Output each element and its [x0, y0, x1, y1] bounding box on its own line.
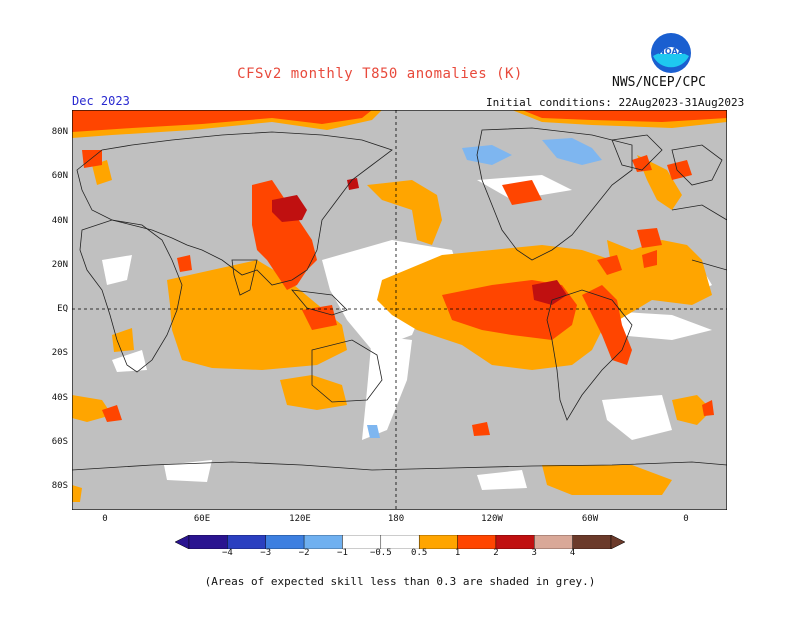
lon-label: 120W — [481, 514, 503, 524]
colorbar-segment — [342, 535, 382, 549]
forecast-month: Dec 2023 — [72, 94, 130, 108]
lat-label: 80S — [51, 481, 68, 491]
lon-label: 120E — [289, 514, 311, 524]
colorbar-segment — [188, 535, 228, 549]
colorbar-label: 1 — [454, 548, 461, 558]
colorbar-label: −3 — [260, 548, 272, 558]
colorbar-label: 3 — [531, 548, 537, 558]
colorbar-segment — [303, 535, 343, 549]
colorbar — [175, 535, 625, 549]
initial-conditions: Initial conditions: 22Aug2023-31Aug2023 — [486, 96, 745, 109]
colorbar-label: −1 — [337, 548, 348, 558]
colorbar-label: −4 — [221, 548, 233, 558]
colorbar-arrow-right — [610, 535, 625, 549]
lon-label: 60E — [193, 514, 211, 524]
colorbar-label: 0.5 — [411, 548, 428, 558]
colorbar-label: 2 — [493, 548, 499, 558]
logo-text: NOAA — [658, 47, 684, 56]
colorbar-arrow-left — [175, 535, 190, 549]
lon-label: 0 — [683, 514, 689, 524]
lat-label: 20N — [51, 260, 68, 270]
noaa-logo: NOAA — [650, 32, 692, 74]
skill-footnote: (Areas of expected skill less than 0.3 a… — [204, 575, 596, 588]
map-title: CFSv2 monthly T850 anomalies (K) — [237, 66, 523, 82]
coastlines — [72, 127, 727, 471]
colorbar-segment — [534, 535, 573, 549]
lon-label: 0 — [102, 514, 108, 524]
colorbar-segment — [265, 535, 305, 549]
lat-label: 60S — [51, 437, 68, 447]
colorbar-label: 4 — [569, 548, 576, 558]
lat-label: 40N — [51, 216, 68, 226]
colorbar-segment — [457, 535, 497, 549]
colorbar-label: −2 — [298, 548, 310, 558]
anomaly-cool — [367, 138, 602, 438]
colorbar-segment — [380, 535, 420, 549]
lat-label: 80N — [51, 127, 68, 137]
lon-label: 180 — [387, 514, 405, 524]
anomaly-map — [72, 110, 727, 510]
agency-label: NWS/NCEP/CPC — [612, 75, 706, 90]
lon-label: 60W — [581, 514, 599, 524]
colorbar-segment — [418, 535, 458, 549]
colorbar-segment — [572, 535, 612, 549]
colorbar-segment — [227, 535, 266, 549]
lat-label: 20S — [51, 348, 68, 358]
lat-label: 60N — [51, 171, 68, 181]
colorbar-segment — [495, 535, 535, 549]
colorbar-label: −0.5 — [369, 548, 392, 558]
lat-label: EQ — [57, 304, 68, 314]
anomaly-2-3 — [272, 178, 567, 305]
lat-label: 40S — [51, 393, 68, 403]
